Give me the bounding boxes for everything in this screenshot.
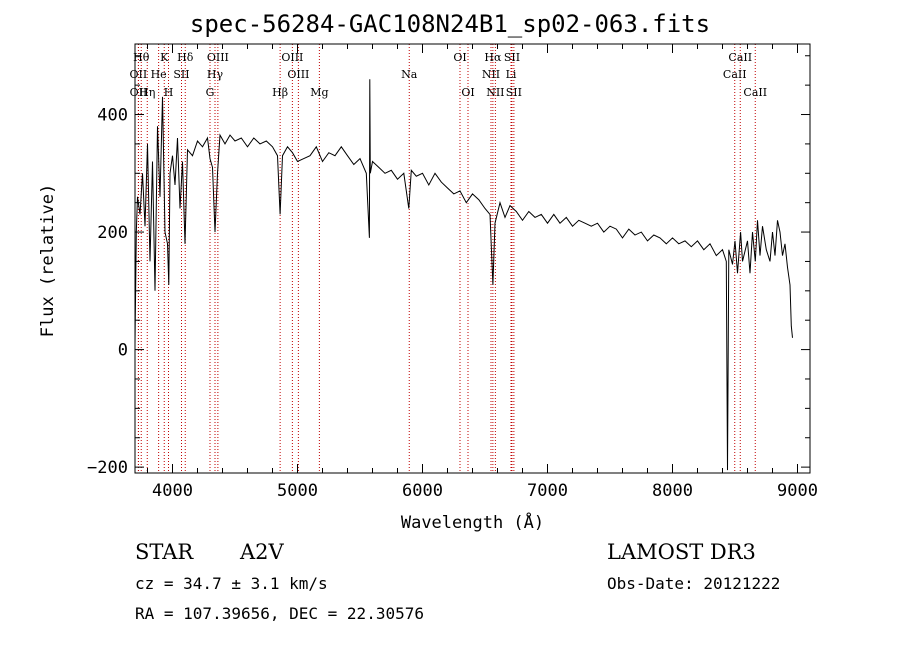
line-marker-label: NII: [482, 68, 500, 81]
line-marker-label: OIII: [287, 68, 309, 81]
ra-dec: RA = 107.39656, DEC = 22.30576: [135, 604, 424, 623]
line-marker-label: OII: [130, 68, 148, 81]
line-marker-label: CaII: [723, 68, 747, 81]
object-class: STAR: [135, 540, 194, 564]
x-tick-label: 6000: [402, 481, 443, 501]
y-tick-label: −200: [87, 458, 128, 478]
line-marker-label: OI: [453, 51, 466, 64]
line-marker-label: Li: [506, 68, 517, 81]
line-marker-label: Hβ: [272, 86, 288, 99]
line-marker-label: CaII: [728, 51, 752, 64]
axes: 4000 5000 6000 7000 8000 9000 −200 0 200 400: [87, 44, 818, 501]
line-markers: [137, 44, 756, 473]
line-marker-label: CaII: [743, 86, 767, 99]
line-marker-label: OIII: [281, 51, 303, 64]
flux-series-line: [134, 79, 793, 471]
x-tick-label: 7000: [527, 481, 568, 501]
y-tick-label: 200: [97, 223, 128, 243]
line-marker-label: Hγ: [207, 68, 224, 81]
line-marker-label: SII: [173, 68, 189, 81]
line-marker-label: OII: [130, 86, 148, 99]
x-tick-label: 9000: [777, 481, 818, 501]
chart-title: spec-56284-GAC108N24B1_sp02-063.fits: [189, 10, 711, 38]
y-tick-label: 0: [118, 341, 128, 361]
line-marker-label: Hα: [484, 51, 502, 64]
plot-frame: [134, 43, 811, 474]
line-marker-label: SII: [504, 51, 520, 64]
line-marker-label: Hδ: [177, 51, 194, 64]
line-marker-label: OIII: [207, 51, 229, 64]
redshift-cz: cz = 34.7 ± 3.1 km/s: [135, 574, 328, 593]
obs-date: Obs-Date: 20121222: [607, 574, 781, 593]
x-tick-label: 8000: [652, 481, 693, 501]
line-marker-label: He: [151, 68, 167, 81]
y-axis-label: Flux (relative): [38, 184, 58, 338]
line-marker-label: Hη: [139, 86, 155, 99]
y-tick-label: 400: [97, 106, 128, 126]
line-marker-label: H: [164, 86, 174, 99]
line-marker-label: K: [160, 51, 169, 64]
line-marker-label: Mg: [310, 86, 328, 99]
line-marker-label: G: [206, 86, 215, 99]
line-marker-label: SII: [506, 86, 522, 99]
x-axis-label: Wavelength (Å): [401, 511, 544, 533]
line-marker-label: Hθ: [133, 51, 150, 64]
x-tick-label: 5000: [277, 481, 318, 501]
line-marker-labels: HθOIIOIIHηHeKHSIIHδGHγOIIIHβOIIIOIIIMgNa…: [130, 51, 768, 99]
line-marker-label: OI: [461, 86, 474, 99]
line-marker-label: Na: [401, 68, 418, 81]
line-marker-label: NII: [486, 86, 504, 99]
x-tick-label: 4000: [152, 481, 193, 501]
object-subclass: A2V: [240, 540, 284, 564]
survey-name: LAMOST DR3: [607, 540, 756, 564]
